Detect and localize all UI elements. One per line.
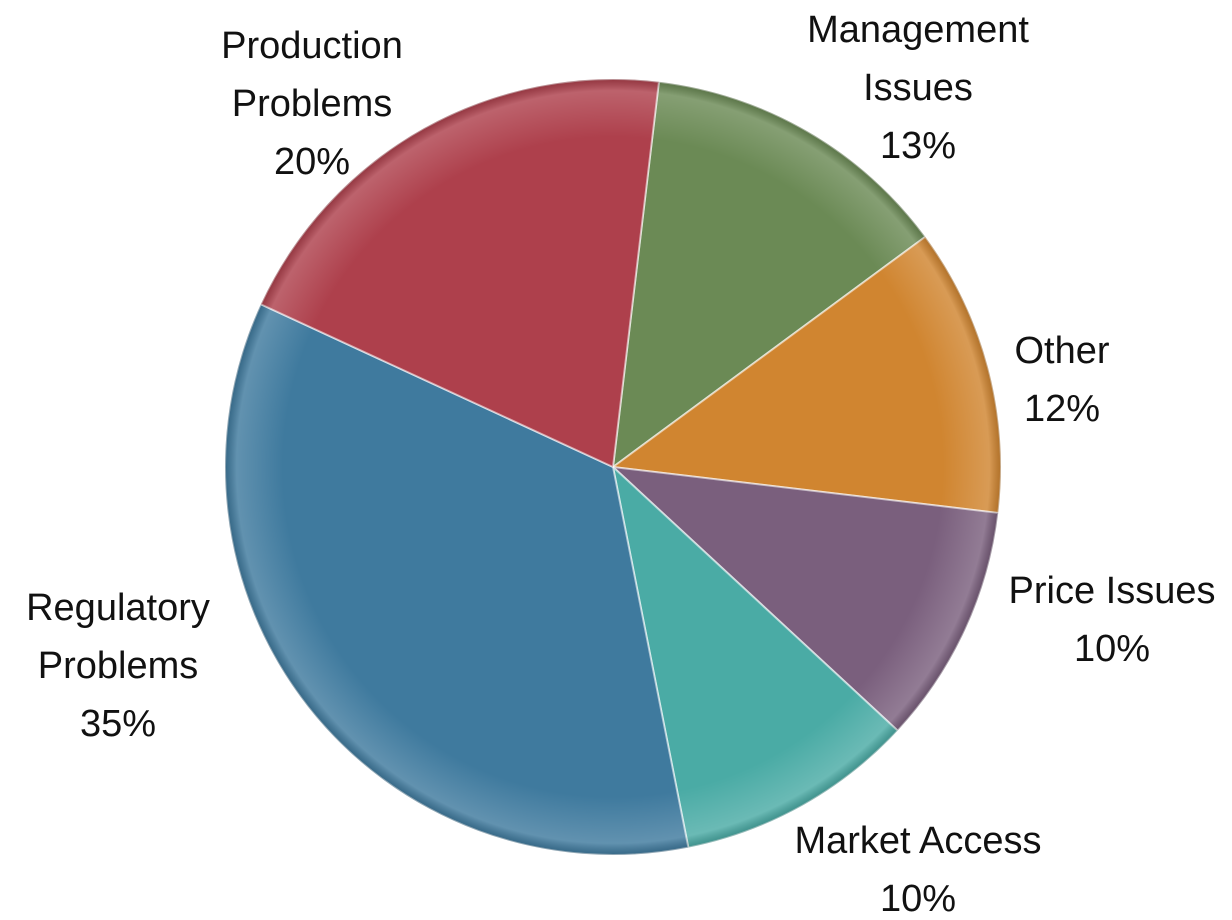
slice-label: Management Issues 13% — [788, 1, 1048, 175]
value-label: 20% — [273, 141, 351, 183]
value-label: 10% — [879, 878, 957, 920]
value-label: 35% — [79, 703, 157, 745]
category-name: Price Issues — [1008, 570, 1216, 612]
slice-label: Production Problems 20% — [182, 17, 442, 191]
category-name: Management Issues — [807, 9, 1029, 109]
slice-label: Market Access 10% — [758, 812, 1078, 920]
slice-label: Price Issues 10% — [982, 562, 1232, 678]
value-label: 13% — [879, 125, 957, 167]
category-name: Market Access — [794, 820, 1042, 862]
category-name: Production Problems — [221, 25, 403, 125]
value-label: 12% — [1023, 388, 1101, 430]
category-name: Regulatory Problems — [26, 587, 210, 687]
category-name: Other — [1014, 330, 1110, 372]
slice-label: Regulatory Problems 35% — [0, 579, 238, 753]
slice-label: Other 12% — [962, 322, 1162, 438]
value-label: 10% — [1073, 628, 1151, 670]
